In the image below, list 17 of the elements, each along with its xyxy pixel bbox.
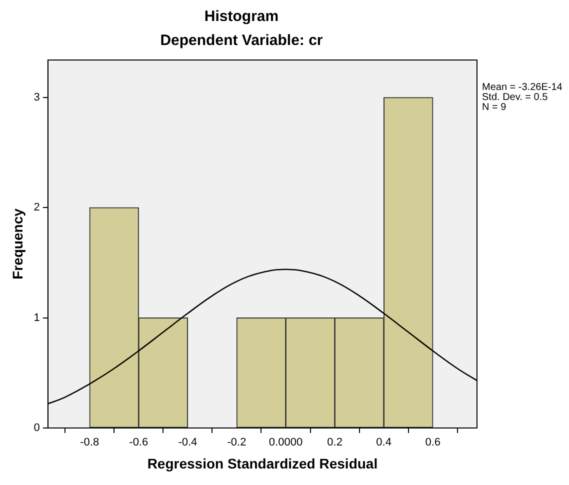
x-tick-label: -0.6 — [129, 436, 148, 449]
y-tick-label: 1 — [34, 312, 40, 324]
x-tick-label: -0.2 — [227, 436, 246, 449]
x-tick-label: -0.8 — [80, 436, 100, 449]
text: Mean = -3.26E-14 Std. Dev. = 0.5 N = 9 — [482, 82, 562, 113]
x-tick-label: 0.6 — [425, 436, 441, 449]
x-tick-label: 0.4 — [376, 436, 392, 449]
chart-subtitle: Dependent Variable: cr — [160, 32, 323, 50]
x-axis-title: Regression Standardized Residual — [147, 455, 378, 472]
y-tick-label: 2 — [34, 202, 40, 214]
y-tick-label: 3 — [34, 91, 40, 104]
y-axis-title: Frequency — [9, 208, 26, 280]
x-tick-label: -0.4 — [178, 436, 198, 449]
y-tick-label: 0 — [34, 422, 40, 434]
x-tick-label: 0.0000 — [268, 436, 303, 449]
chart-title: Histogram — [204, 8, 279, 26]
x-tick-label: 0.2 — [327, 436, 342, 449]
